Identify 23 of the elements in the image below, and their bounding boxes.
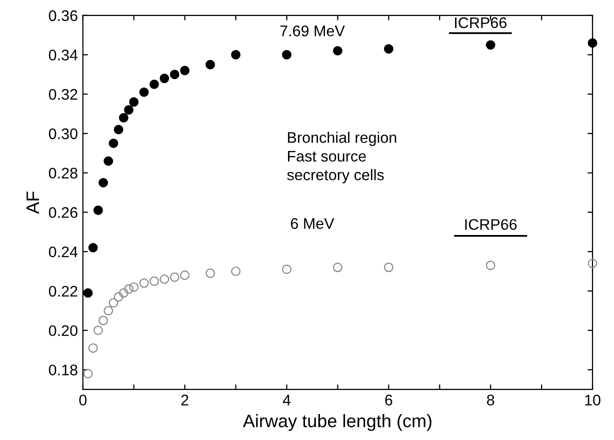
annotation: 7.69 MeV	[280, 26, 345, 36]
y-tick-label: 0.18	[48, 364, 78, 376]
x-tick-label: 2	[181, 394, 188, 406]
y-axis-title: AF	[26, 192, 39, 214]
annotation: 6 MeV	[290, 218, 334, 229]
y-tick-label: 0.32	[48, 89, 78, 100]
y-tick-label: 0.36	[48, 10, 78, 22]
annotation: ICRP66	[455, 17, 506, 28]
x-tick-label: 10	[585, 394, 600, 406]
annotation: Bronchial region Fast source secretory cells	[287, 132, 396, 184]
x-tick-label: 0	[79, 394, 87, 406]
x-tick-label: 6	[385, 394, 392, 406]
y-tick-label: 0.20	[48, 325, 78, 336]
annotation: ICRP66	[465, 219, 517, 230]
x-axis-title: Airway tube length (cm)	[242, 414, 432, 431]
x-tick-label: 8	[487, 394, 494, 406]
y-tick-label: 0.30	[48, 128, 78, 140]
y-tick-label: 0.24	[48, 246, 78, 258]
y-tick-label: 0.26	[48, 207, 78, 218]
y-tick-label: 0.34	[48, 50, 78, 60]
x-tick-label: 4	[282, 394, 291, 406]
y-tick-label: 0.22	[48, 286, 78, 297]
y-tick-label: 0.28	[48, 168, 78, 179]
